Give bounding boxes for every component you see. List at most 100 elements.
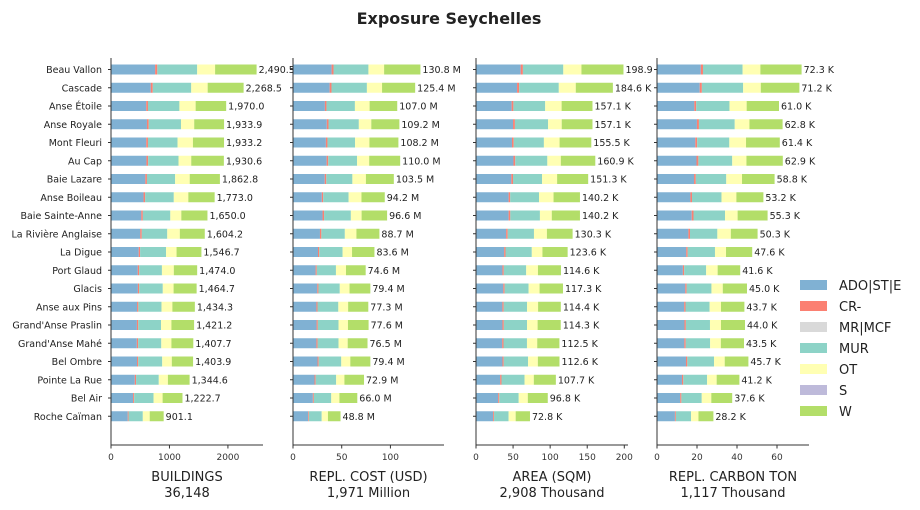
bar-segment-w-pointe-la-rue [716,374,740,385]
bar-segment-cr-beau-vallon [331,64,334,75]
bar-segment-mur-anse-royale [148,119,181,130]
bar-segment-w-baie-lazare [557,174,589,184]
bar-segment-cr-beau-vallon [700,64,703,75]
bar-segment-mur-pointe-la-rue [683,374,708,385]
bar-segment-ado-st-e-anse-aux-pins [476,301,503,312]
legend-label: W [839,405,852,420]
bar-segment-ot-la-riviere-anglaise [167,228,180,239]
bar-segment-ado-st-e-au-cap [111,155,147,166]
value-label-baie-lazare: 151.3 K [590,175,627,186]
bar-segment-ot-anse-aux-pins [338,301,349,312]
category-label-baie-sainte-anne: Baie Sainte-Anne [20,211,102,222]
bar-segment-w-bel-ombre [171,356,194,367]
bar-segment-cr-au-cap [696,155,699,166]
x-tick-label: 2000 [216,453,239,463]
value-label-au-cap: 110.0 M [402,156,440,167]
category-label-au-cap: Au Cap [68,156,102,167]
bar-segment-ado-st-e-la-riviere-anglaise [293,228,320,239]
bar-segment-ado-st-e-au-cap [293,155,327,166]
bar-segment-mur-grand-anse-mahe [317,338,339,349]
bar-segment-w-anse-royale [194,119,225,130]
bar-segment-w-bel-ombre [537,356,560,367]
bar-segment-cr-grand-anse-praslin [502,320,504,330]
bar-segment-mur-au-cap [148,155,179,166]
value-label-cascade: 125.4 M [417,83,455,94]
bar-segment-cr-pointe-la-rue [134,374,137,385]
bar-segment-mur-cascade [701,82,744,93]
bar-segment-w-au-cap [369,155,401,166]
bar-segment-ado-st-e-beau-vallon [476,64,521,75]
x-tick-label: 100 [382,453,399,463]
bar-segment-mur-la-digue [505,247,532,257]
bar-segment-mur-cascade [519,82,559,93]
bar-segment-ot-grand-anse-mahe [338,338,348,349]
bar-segment-ado-st-e-anse-etoile [111,101,147,111]
bar-segment-cr-anse-aux-pins [684,301,686,312]
bar-segment-ot-bel-air [153,393,163,403]
bar-segment-w-anse-royale [371,119,400,130]
bar-segment-mur-glacis [139,283,163,294]
bar-segment-w-la-riviere-anglaise [179,228,205,239]
value-label-anse-aux-pins: 77.3 M [370,302,402,313]
bar-segment-w-anse-royale [749,119,783,130]
bar-segment-cr-anse-royale [146,119,149,130]
legend-label: CR- [839,300,862,315]
bar-segment-mur-roche-caiman [675,411,692,422]
value-label-bel-ombre: 1,403.9 [195,357,231,368]
bar-segment-ot-grand-anse-mahe [710,338,721,349]
bar-segment-cr-grand-anse-mahe [316,338,318,349]
x-tick-label: 0 [290,453,296,463]
bar-segment-mur-roche-caiman [308,411,322,422]
bar-segment-ot-bel-ombre [528,356,538,367]
category-label-mont-fleuri: Mont Fleuri [49,138,102,149]
bar-segment-ado-st-e-grand-anse-praslin [476,320,503,330]
bar-segment-cr-baie-sainte-anne [141,210,143,221]
bar-segment-mur-anse-boileau [323,192,349,203]
bar-segment-ado-st-e-anse-royale [111,119,147,130]
bar-segment-ot-port-glaud [706,265,718,276]
bar-segment-mur-la-riviere-anglaise [689,228,718,239]
bar-segment-cr-anse-etoile [694,101,697,111]
category-label-anse-boileau: Anse Boileau [40,193,102,204]
value-label-la-riviere-anglaise: 88.7 M [381,229,413,240]
panel-repl-cost-usd: 130.8 M 125.4 M 107.0 M 109.2 M 108.2 M 110.0… [290,58,461,501]
bar-segment-cr-au-cap [513,155,516,166]
bar-segment-ado-st-e-la-digue [476,247,505,257]
value-label-la-digue: 123.6 K [570,248,607,259]
bar-segment-ado-st-e-bel-air [293,393,313,403]
bar-segment-cr-grand-anse-mahe [502,338,504,349]
bar-segment-mur-baie-lazare [326,174,353,184]
bar-segment-mur-mont-fleuri [697,137,730,148]
value-label-anse-boileau: 140.2 K [582,193,619,204]
bar-segment-ot-beau-vallon [563,64,582,75]
bar-segment-ado-st-e-port-glaud [111,265,138,276]
bar-segment-cr-bel-air [498,393,500,403]
bar-segment-ado-st-e-anse-boileau [111,192,144,203]
value-label-roche-caiman: 48.8 M [343,412,375,423]
bar-segment-w-bel-air [339,393,358,403]
bar-segment-w-baie-lazare [189,174,220,184]
bar-segment-w-la-digue [726,247,753,257]
value-label-beau-vallon: 198.9 K [625,65,662,76]
value-label-au-cap: 62.9 K [785,156,816,167]
x-tick-label: 0 [654,453,660,463]
value-label-pointe-la-rue: 107.7 K [558,375,595,386]
bar-segment-mur-port-glaud [139,265,162,276]
value-label-pointe-la-rue: 72.9 M [366,375,398,386]
bar-segment-cr-bel-air [133,393,135,403]
bar-segment-ado-st-e-baie-lazare [657,174,695,184]
bar-segment-ot-port-glaud [335,265,346,276]
value-label-anse-etoile: 107.0 M [399,102,437,113]
bar-segment-ado-st-e-au-cap [657,155,697,166]
x-axis-total: 1,117 Thousand [681,486,786,501]
bar-segment-cr-anse-boileau [690,192,693,203]
bar-segment-w-bel-air [527,393,548,403]
bar-segment-w-port-glaud [345,265,366,276]
bar-segment-ot-bel-ombre [162,356,172,367]
bar-segment-ot-grand-anse-praslin [709,320,721,330]
bar-segment-w-grand-anse-mahe [171,338,194,349]
bar-segment-cr-beau-vallon [155,64,158,75]
value-label-baie-sainte-anne: 55.3 K [770,211,801,222]
bar-segment-ot-baie-sainte-anne [350,210,362,221]
bar-segment-w-grand-anse-mahe [347,338,368,349]
